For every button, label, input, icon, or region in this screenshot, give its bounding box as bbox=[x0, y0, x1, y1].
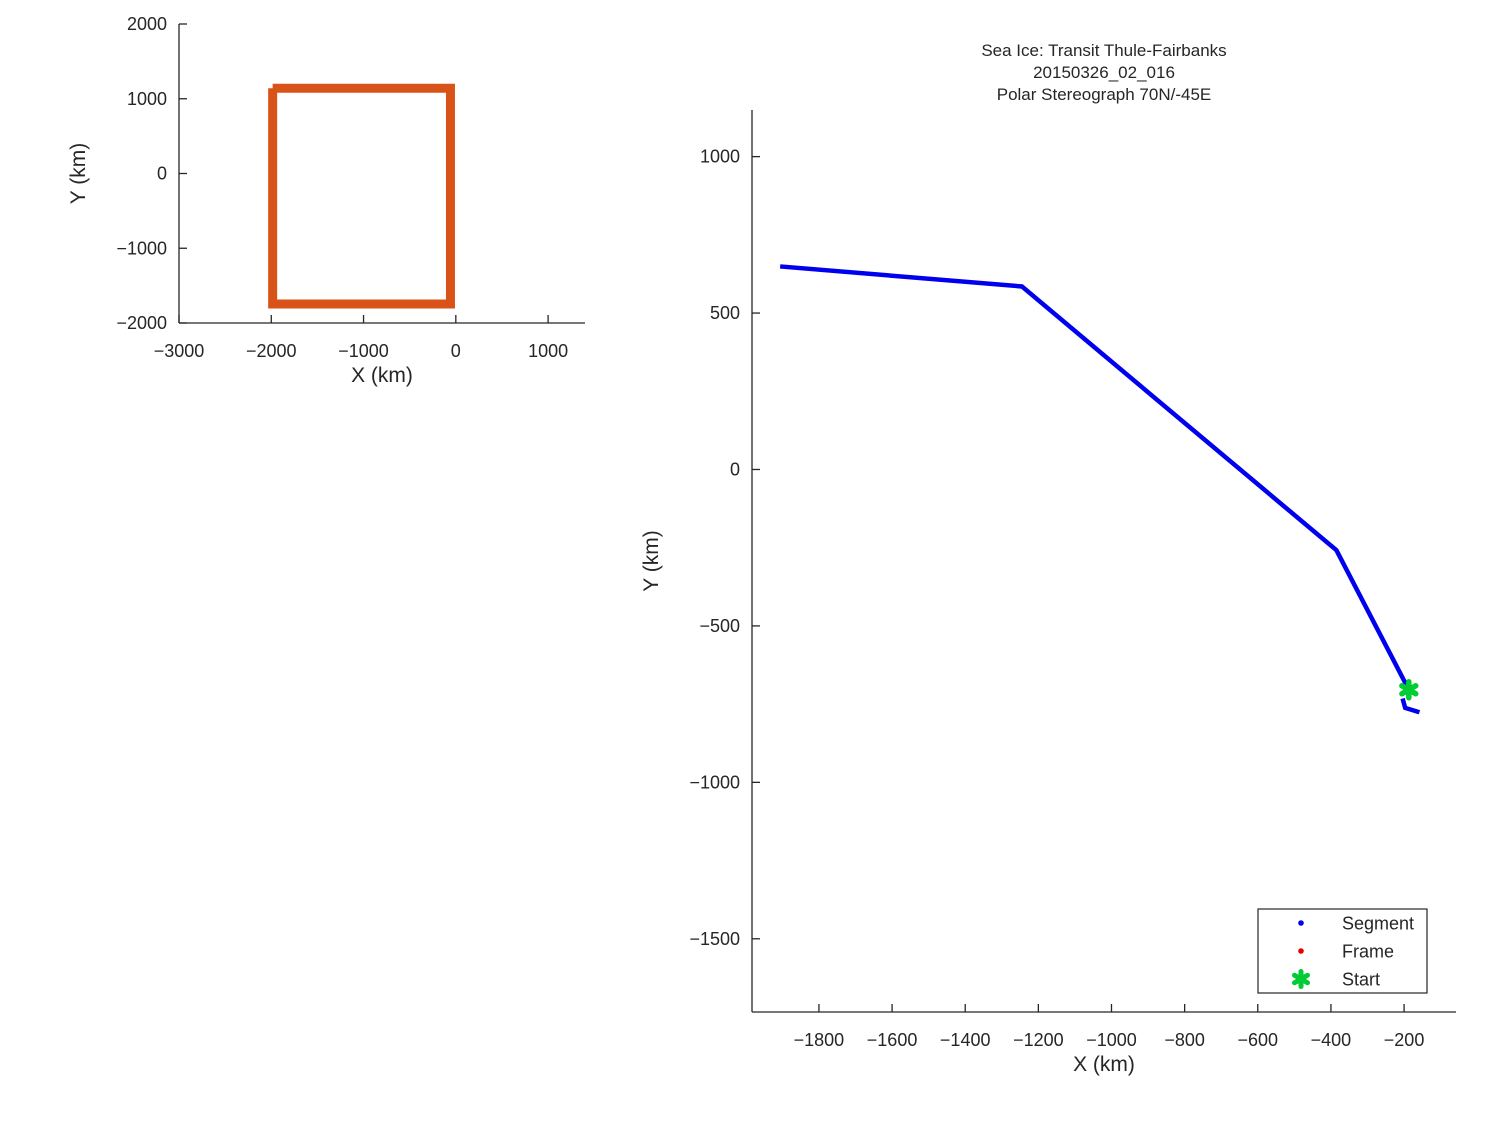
track-y-tick-label: 0 bbox=[730, 459, 740, 479]
track-x-tick-label: −800 bbox=[1164, 1030, 1205, 1050]
start-marker bbox=[1399, 678, 1419, 701]
track-y-tick-label: −1500 bbox=[689, 929, 740, 949]
series-segment-tail bbox=[1400, 697, 1421, 715]
track-title-line-2: 20150326_02_016 bbox=[1033, 63, 1175, 82]
legend-box bbox=[1257, 908, 1428, 994]
legend-marker-frame bbox=[1298, 948, 1304, 954]
overview-x-tick-label: −1000 bbox=[338, 341, 389, 361]
track-x-tick-label: −600 bbox=[1238, 1030, 1279, 1050]
overview-y-tick-label: −1000 bbox=[116, 238, 167, 258]
track-title-line-1: Sea Ice: Transit Thule-Fairbanks bbox=[981, 41, 1226, 60]
overview-x-tick-label: 0 bbox=[451, 341, 461, 361]
overview-y-tick-label: 1000 bbox=[127, 89, 167, 109]
track-y-axis-label: Y (km) bbox=[640, 530, 663, 591]
start-marker-spoke bbox=[1399, 682, 1419, 697]
overview-y-axis-label: Y (km) bbox=[67, 143, 90, 204]
track-y-tick-label: 500 bbox=[710, 303, 740, 323]
overview-x-tick-label: −2000 bbox=[246, 341, 297, 361]
overview-x-tick-label: −3000 bbox=[154, 341, 205, 361]
track-plot: Sea Ice: Transit Thule-Fairbanks 20150326… bbox=[640, 41, 1456, 1076]
overview-plot: −3000 −2000 −1000 0 1000 −2000 −1000 0 1000 2000 X… bbox=[67, 14, 585, 387]
legend-marker-segment bbox=[1298, 920, 1304, 926]
overview-y-tick-label: −2000 bbox=[116, 313, 167, 333]
track-x-tick-label: −200 bbox=[1384, 1030, 1425, 1050]
track-x-tick-label: −1000 bbox=[1086, 1030, 1137, 1050]
track-x-axis-label: X (km) bbox=[1073, 1053, 1135, 1076]
track-title-line-3: Polar Stereograph 70N/-45E bbox=[997, 85, 1212, 104]
track-y-tick-label: −500 bbox=[699, 616, 740, 636]
track-x-tick-label: −1600 bbox=[867, 1030, 918, 1050]
legend-label-frame: Frame bbox=[1342, 942, 1394, 962]
track-legend: Segment Frame Start bbox=[1257, 908, 1428, 994]
track-y-tick-label: 1000 bbox=[700, 147, 740, 167]
legend-label-segment: Segment bbox=[1342, 914, 1414, 934]
legend-label-start: Start bbox=[1342, 970, 1380, 990]
track-x-tick-label: −400 bbox=[1311, 1030, 1352, 1050]
overview-x-axis-label: X (km) bbox=[351, 364, 413, 387]
legend-marker-start bbox=[1292, 969, 1310, 989]
track-x-tick-label: −1200 bbox=[1013, 1030, 1064, 1050]
overview-x-tick-label: 1000 bbox=[528, 341, 568, 361]
track-x-tick-label: −1400 bbox=[940, 1030, 991, 1050]
legend-marker-start-spoke bbox=[1292, 972, 1310, 986]
series-flight-box bbox=[268, 83, 455, 309]
track-x-tick-label: −1800 bbox=[794, 1030, 845, 1050]
track-y-tick-label: −1000 bbox=[689, 772, 740, 792]
overview-y-tick-label: 0 bbox=[157, 164, 167, 184]
series-segment-track bbox=[779, 264, 1411, 691]
overview-y-tick-label: 2000 bbox=[127, 14, 167, 34]
